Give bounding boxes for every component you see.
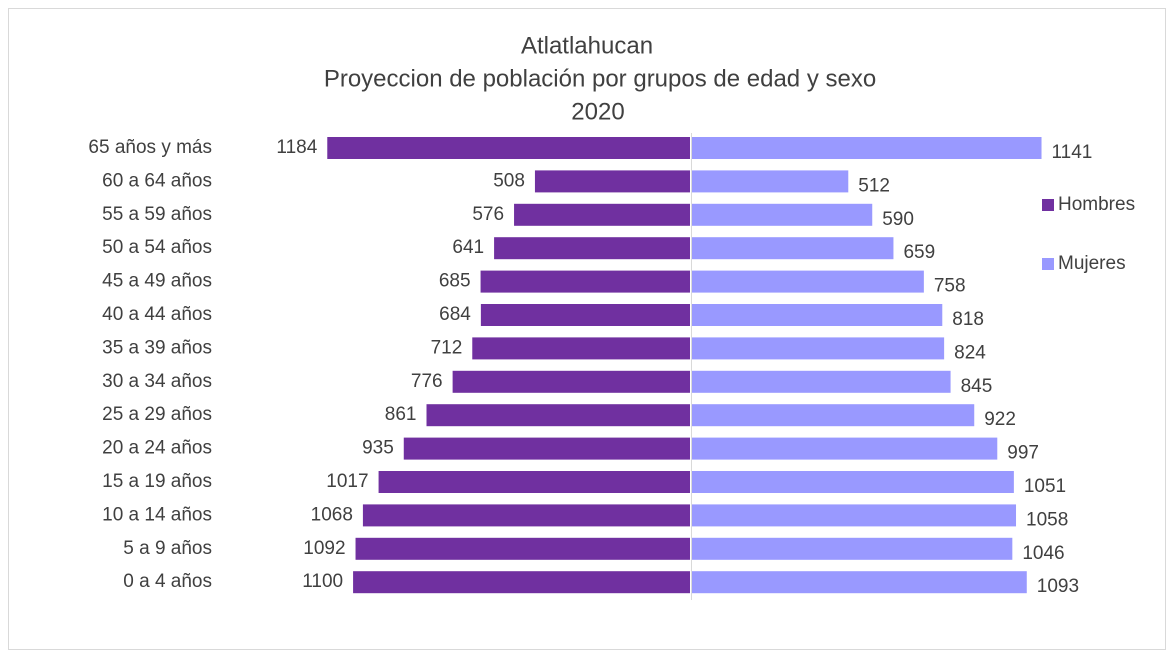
data-label: 1051	[1024, 476, 1066, 497]
data-label: 684	[439, 304, 471, 325]
bar	[327, 137, 690, 159]
data-label: 1141	[1052, 142, 1093, 163]
data-label: 512	[858, 175, 890, 196]
bar	[472, 337, 690, 360]
y-tick-label: 20 a 24 años	[102, 438, 212, 459]
bar	[692, 537, 1013, 560]
y-tick-label: 0 a 4 años	[123, 571, 212, 592]
bar	[692, 471, 1014, 493]
data-label: 1093	[1037, 576, 1079, 597]
y-tick-label: 35 a 39 años	[102, 337, 212, 358]
y-tick-label: 40 a 44 años	[102, 304, 212, 325]
bar	[355, 537, 690, 560]
bar	[362, 504, 690, 527]
data-label: 1100	[302, 571, 343, 592]
data-label: 824	[954, 342, 986, 363]
data-label: 641	[452, 237, 484, 258]
data-label: 685	[439, 271, 471, 292]
legend-label: Mujeres	[1058, 253, 1126, 274]
data-label: 935	[362, 438, 394, 459]
y-tick-label: 55 a 59 años	[102, 204, 212, 225]
y-tick-label: 65 años y más	[88, 137, 212, 158]
y-tick-label: 45 a 49 años	[102, 271, 212, 292]
chart-subtitle: Proyeccion de población por grupos de ed…	[324, 65, 876, 92]
data-label: 712	[431, 337, 463, 358]
bar	[426, 404, 690, 427]
legend-swatch	[1042, 258, 1054, 270]
data-label: 659	[903, 242, 935, 263]
bar	[692, 370, 951, 393]
data-label: 508	[493, 170, 525, 191]
bar	[692, 337, 945, 360]
bar	[452, 370, 690, 393]
bar	[692, 437, 998, 460]
bar	[480, 270, 690, 293]
chart-title: Atlatlahucan	[521, 32, 653, 59]
data-label: 758	[934, 276, 966, 297]
data-label: 590	[882, 209, 914, 230]
y-tick-label: 25 a 29 años	[102, 404, 212, 425]
bar	[692, 404, 975, 427]
bar	[514, 203, 690, 226]
data-label: 1017	[326, 471, 368, 492]
data-label: 922	[984, 409, 1016, 430]
bar	[692, 137, 1042, 159]
data-label: 861	[385, 404, 417, 425]
data-label: 818	[952, 309, 984, 330]
y-tick-label: 60 a 64 años	[102, 170, 212, 191]
data-label: 1058	[1026, 509, 1068, 530]
y-tick-label: 15 a 19 años	[102, 471, 212, 492]
bar	[692, 270, 924, 293]
bar	[353, 571, 690, 594]
bar	[692, 237, 894, 260]
legend-swatch	[1042, 199, 1054, 211]
y-tick-label: 30 a 34 años	[102, 371, 212, 392]
bar	[378, 471, 690, 493]
bar	[692, 304, 943, 326]
bar	[692, 170, 849, 193]
bar	[692, 571, 1027, 594]
data-label: 1046	[1022, 543, 1064, 564]
y-tick-label: 10 a 14 años	[102, 504, 212, 525]
data-label: 576	[472, 204, 504, 225]
chart-year: 2020	[571, 98, 624, 125]
bar	[494, 237, 690, 260]
data-label: 776	[411, 371, 443, 392]
data-label: 1092	[303, 538, 345, 559]
bar	[480, 304, 690, 326]
y-tick-label: 50 a 54 años	[102, 237, 212, 258]
data-label: 1184	[276, 137, 317, 158]
legend-label: Hombres	[1058, 194, 1135, 215]
bar	[534, 170, 690, 193]
bar	[403, 437, 690, 460]
y-tick-label: 5 a 9 años	[123, 538, 212, 559]
data-label: 1068	[311, 504, 353, 525]
data-label: 845	[961, 376, 993, 397]
data-label: 997	[1007, 443, 1039, 464]
bar	[692, 504, 1017, 527]
bar	[692, 203, 873, 226]
